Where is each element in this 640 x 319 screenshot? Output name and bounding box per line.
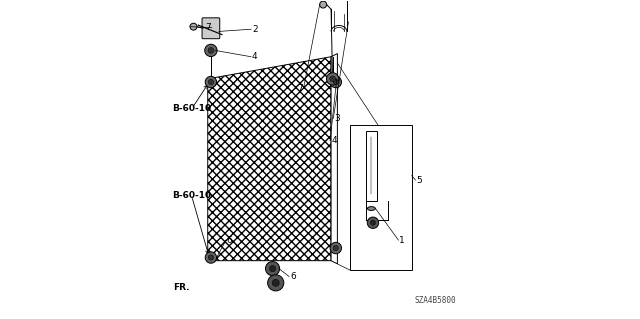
Circle shape bbox=[367, 217, 379, 228]
Circle shape bbox=[208, 255, 214, 260]
Text: 3: 3 bbox=[334, 114, 340, 123]
Text: B-60-10: B-60-10 bbox=[172, 104, 211, 113]
Text: 7: 7 bbox=[205, 23, 211, 32]
Bar bbox=[350, 125, 412, 270]
Polygon shape bbox=[331, 54, 337, 264]
Circle shape bbox=[330, 242, 342, 254]
Circle shape bbox=[330, 76, 335, 82]
Text: 4: 4 bbox=[252, 52, 258, 61]
Text: B-60-10: B-60-10 bbox=[172, 191, 211, 200]
Text: 6: 6 bbox=[290, 272, 296, 281]
Circle shape bbox=[320, 1, 326, 8]
Text: FR.: FR. bbox=[173, 283, 189, 293]
Circle shape bbox=[268, 275, 284, 291]
Text: SZA4B5800: SZA4B5800 bbox=[415, 296, 456, 305]
Circle shape bbox=[371, 220, 376, 225]
Circle shape bbox=[333, 79, 339, 85]
Polygon shape bbox=[208, 57, 331, 261]
Circle shape bbox=[269, 265, 276, 272]
Circle shape bbox=[272, 279, 279, 286]
Circle shape bbox=[190, 23, 197, 30]
Text: 7: 7 bbox=[297, 84, 303, 93]
Circle shape bbox=[205, 76, 216, 88]
Circle shape bbox=[330, 76, 342, 88]
Circle shape bbox=[266, 262, 280, 276]
Text: 6: 6 bbox=[227, 236, 232, 245]
Circle shape bbox=[326, 73, 339, 85]
Text: 2: 2 bbox=[252, 25, 258, 34]
Circle shape bbox=[208, 48, 214, 53]
Text: 4: 4 bbox=[331, 136, 337, 145]
Circle shape bbox=[205, 252, 216, 263]
FancyBboxPatch shape bbox=[202, 18, 220, 39]
Circle shape bbox=[333, 245, 339, 251]
Text: 5: 5 bbox=[417, 175, 422, 185]
Circle shape bbox=[205, 44, 217, 56]
Text: 1: 1 bbox=[399, 236, 405, 245]
Circle shape bbox=[208, 79, 214, 85]
Bar bbox=[366, 131, 377, 201]
Ellipse shape bbox=[367, 207, 375, 211]
